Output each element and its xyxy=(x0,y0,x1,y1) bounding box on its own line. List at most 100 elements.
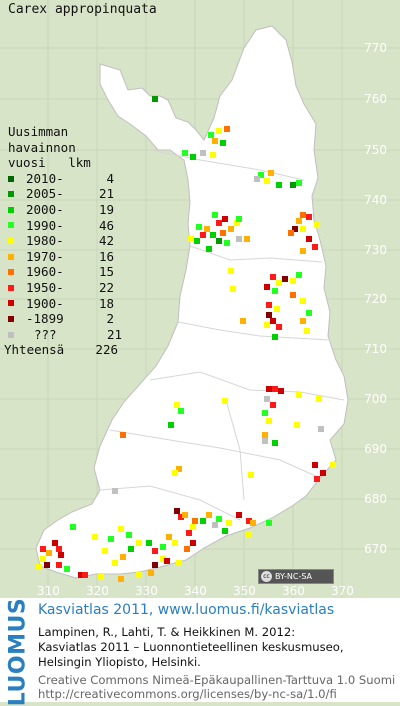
occurrence-point xyxy=(204,226,210,232)
occurrence-point xyxy=(296,180,302,186)
occurrence-point xyxy=(226,520,232,526)
occurrence-point xyxy=(300,212,306,218)
legend-label: 1960- xyxy=(26,264,64,280)
occurrence-point xyxy=(266,386,272,392)
finland-land-outline xyxy=(35,25,349,579)
occurrence-point xyxy=(216,128,222,134)
license-line: Creative Commons Nimeä-Epäkaupallinen-Ta… xyxy=(38,673,396,687)
occurrence-point xyxy=(270,274,276,280)
legend-total-count: 226 xyxy=(95,342,118,358)
occurrence-point xyxy=(230,286,236,292)
legend-count: 21 xyxy=(106,326,122,342)
y-tick-label: 720 xyxy=(364,292,387,306)
occurrence-point xyxy=(182,150,188,156)
legend-swatch xyxy=(8,191,14,198)
occurrence-point xyxy=(112,560,118,566)
legend-swatch xyxy=(8,253,14,260)
occurrence-point xyxy=(282,276,288,282)
legend-label: 1900- xyxy=(26,295,64,311)
occurrence-point xyxy=(220,230,226,236)
legend-label: 1980- xyxy=(26,233,64,249)
occurrence-point xyxy=(120,554,126,560)
occurrence-point xyxy=(184,546,190,552)
occurrence-point xyxy=(160,556,166,562)
occurrence-point xyxy=(276,324,282,330)
y-tick-label: 730 xyxy=(364,243,387,257)
occurrence-point xyxy=(126,532,132,538)
legend-row: 1980- 42 xyxy=(8,233,122,249)
occurrence-point xyxy=(258,172,264,178)
occurrence-point xyxy=(174,402,180,408)
legend-label: ??? xyxy=(34,326,57,342)
occurrence-point xyxy=(270,402,276,408)
legend-row: ??? 21 xyxy=(8,327,122,343)
legend-label: 1990- xyxy=(26,217,64,233)
occurrence-point xyxy=(276,280,282,286)
occurrence-point xyxy=(234,220,240,226)
occurrence-point xyxy=(236,236,242,242)
x-tick-label: 350 xyxy=(233,584,256,598)
occurrence-point xyxy=(102,548,108,554)
occurrence-point xyxy=(40,556,46,562)
x-tick-label: 310 xyxy=(37,584,60,598)
occurrence-point xyxy=(192,518,198,524)
occurrence-point xyxy=(58,552,64,558)
legend-header-1: Uusimman xyxy=(8,124,69,139)
occurrence-point xyxy=(190,524,196,530)
occurrence-point xyxy=(210,232,216,238)
occurrence-point xyxy=(120,432,126,438)
legend-row: -1899 2 xyxy=(8,311,122,327)
legend-swatch xyxy=(8,269,14,276)
occurrence-point xyxy=(296,272,302,278)
license-url: http://creativecommons.org/licenses/by-n… xyxy=(38,687,337,701)
occurrence-point xyxy=(64,566,70,572)
occurrence-point xyxy=(190,154,196,160)
occurrence-point xyxy=(268,170,274,176)
occurrence-point xyxy=(240,318,246,324)
occurrence-point xyxy=(320,470,326,476)
occurrence-point xyxy=(152,548,158,554)
legend-label: 2005- xyxy=(26,186,64,202)
legend-count: 22 xyxy=(98,279,114,295)
occurrence-point xyxy=(304,328,310,334)
legend-count: 16 xyxy=(98,248,114,264)
occurrence-point xyxy=(222,528,228,534)
occurrence-point xyxy=(300,318,306,324)
occurrence-point xyxy=(70,524,76,530)
occurrence-point xyxy=(98,574,104,580)
occurrence-point xyxy=(212,138,218,144)
occurrence-point xyxy=(118,576,124,582)
occurrence-point xyxy=(40,546,46,552)
legend-label: 2010- xyxy=(26,170,64,186)
occurrence-point xyxy=(274,306,280,312)
occurrence-point xyxy=(236,216,242,222)
occurrence-point xyxy=(296,392,302,398)
occurrence-point xyxy=(330,462,336,468)
occurrence-point xyxy=(108,536,114,542)
luomus-logo: LUOMUS xyxy=(5,597,31,706)
footer-title: Kasviatlas 2011, www.luomus.fi/kasviatla… xyxy=(38,602,335,618)
occurrence-point xyxy=(316,396,322,402)
legend-row: 2005- 21 xyxy=(8,186,122,202)
occurrence-point xyxy=(148,570,154,576)
legend-rows: 2010- 4 2005- 21 2000- 19 1990- 46 1980- 42 1970- 1… xyxy=(8,171,122,343)
legend-swatch xyxy=(8,222,14,229)
legend-row: 1990- 46 xyxy=(8,218,122,234)
citation-line: Kasviatlas 2011 – Luonnontieteellinen ke… xyxy=(38,640,344,654)
occurrence-point xyxy=(246,532,252,538)
occurrence-point xyxy=(270,318,276,324)
occurrence-point xyxy=(300,298,306,304)
legend-swatch xyxy=(8,206,14,213)
occurrence-point xyxy=(264,396,270,402)
occurrence-point xyxy=(224,126,230,132)
occurrence-point xyxy=(118,526,124,532)
x-tick-label: 360 xyxy=(282,584,305,598)
species-name: Carex appropinquata xyxy=(8,2,157,17)
legend-label: 1950- xyxy=(26,279,64,295)
cc-license-badge: cc BY-NC-SA xyxy=(258,569,334,584)
legend-count: 21 xyxy=(98,186,114,202)
occurrence-point xyxy=(300,226,306,232)
occurrence-point xyxy=(44,562,50,568)
occurrence-point xyxy=(136,572,142,578)
occurrence-point xyxy=(266,302,272,308)
